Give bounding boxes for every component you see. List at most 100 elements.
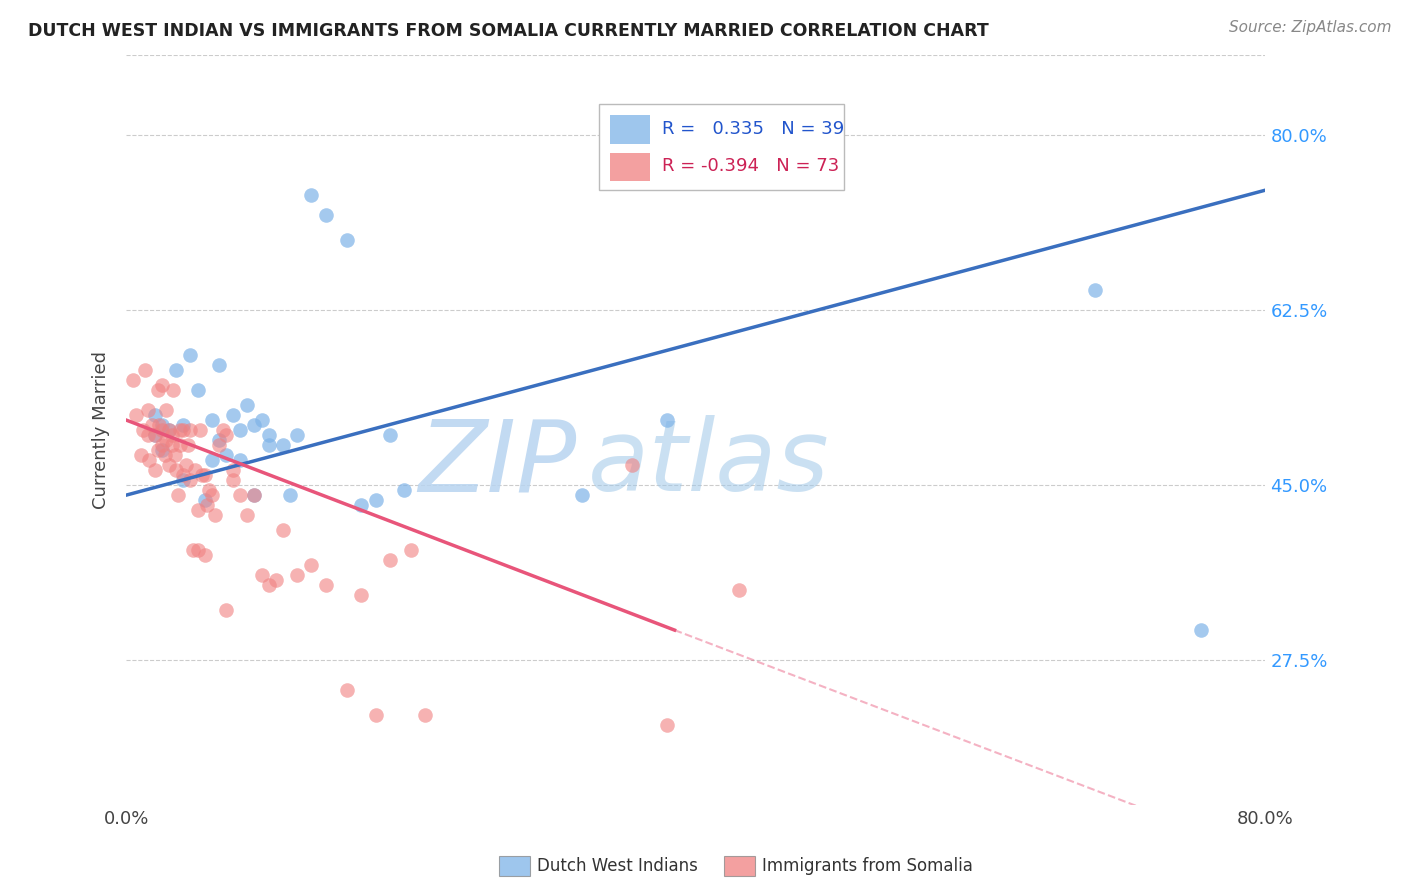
Text: R =   0.335   N = 39: R = 0.335 N = 39: [662, 120, 844, 137]
Point: [571, 488, 593, 502]
Point: [271, 438, 294, 452]
Point: [620, 458, 643, 472]
Point: [257, 438, 280, 452]
Point: [222, 473, 245, 487]
Point: [215, 448, 238, 462]
Point: [157, 423, 180, 437]
Point: [150, 378, 173, 392]
Point: [174, 458, 197, 472]
Point: [299, 558, 322, 573]
Point: [153, 448, 176, 462]
Point: [138, 453, 160, 467]
Point: [169, 438, 191, 452]
Point: [215, 603, 238, 617]
Text: R = -0.394   N = 73: R = -0.394 N = 73: [662, 157, 839, 175]
Point: [243, 418, 266, 433]
Point: [146, 443, 169, 458]
FancyBboxPatch shape: [599, 103, 844, 190]
Point: [212, 423, 235, 437]
Point: [229, 423, 252, 437]
Point: [179, 473, 201, 487]
Text: atlas: atlas: [588, 416, 830, 512]
Point: [364, 708, 387, 723]
Point: [181, 543, 204, 558]
Point: [378, 553, 401, 567]
Point: [134, 363, 156, 377]
Point: [186, 383, 208, 397]
Point: [399, 543, 422, 558]
Point: [132, 423, 155, 437]
Y-axis label: Currently Married: Currently Married: [93, 351, 110, 509]
Point: [727, 583, 749, 598]
Point: [201, 488, 224, 502]
Point: [176, 438, 198, 452]
Point: [160, 438, 183, 452]
Point: [141, 418, 163, 433]
Point: [204, 508, 226, 522]
Point: [208, 438, 231, 452]
Point: [257, 578, 280, 592]
Point: [236, 398, 259, 412]
Point: [250, 413, 273, 427]
Point: [278, 488, 301, 502]
Point: [165, 363, 187, 377]
Point: [378, 428, 401, 442]
Point: [285, 428, 308, 442]
Point: [657, 413, 679, 427]
Point: [155, 403, 177, 417]
Point: [229, 488, 252, 502]
Point: [186, 543, 208, 558]
Point: [125, 408, 148, 422]
Point: [285, 568, 308, 582]
Point: [194, 493, 217, 508]
Point: [1084, 283, 1107, 297]
Point: [198, 483, 221, 497]
Point: [172, 473, 194, 487]
Point: [264, 573, 287, 587]
Point: [169, 423, 191, 437]
Point: [194, 468, 217, 483]
Point: [229, 453, 252, 467]
Point: [188, 423, 211, 437]
Point: [350, 498, 373, 512]
Point: [194, 548, 217, 562]
Point: [122, 373, 145, 387]
Point: [172, 423, 194, 437]
Point: [243, 488, 266, 502]
Point: [172, 418, 194, 433]
Point: [157, 423, 180, 437]
Point: [172, 468, 194, 483]
Point: [165, 463, 187, 477]
Point: [336, 233, 359, 247]
Point: [143, 463, 166, 477]
Point: [136, 403, 159, 417]
Point: [183, 463, 205, 477]
Point: [163, 448, 186, 462]
Point: [179, 423, 201, 437]
Point: [186, 503, 208, 517]
Point: [208, 358, 231, 372]
Point: [415, 708, 437, 723]
Point: [148, 418, 170, 433]
Point: [257, 428, 280, 442]
FancyBboxPatch shape: [610, 115, 651, 144]
Point: [150, 423, 173, 437]
FancyBboxPatch shape: [610, 153, 651, 181]
Point: [197, 498, 219, 512]
Point: [336, 683, 359, 698]
Point: [1189, 623, 1212, 637]
Point: [129, 448, 152, 462]
Point: [191, 468, 214, 483]
Text: DUTCH WEST INDIAN VS IMMIGRANTS FROM SOMALIA CURRENTLY MARRIED CORRELATION CHART: DUTCH WEST INDIAN VS IMMIGRANTS FROM SOM…: [28, 22, 988, 40]
Point: [315, 208, 337, 222]
Point: [136, 428, 159, 442]
Point: [315, 578, 337, 592]
Point: [350, 588, 373, 602]
Point: [150, 418, 173, 433]
Point: [179, 348, 201, 362]
Text: Immigrants from Somalia: Immigrants from Somalia: [762, 857, 973, 875]
Point: [143, 428, 166, 442]
Point: [146, 383, 169, 397]
Point: [160, 428, 183, 442]
Point: [250, 568, 273, 582]
